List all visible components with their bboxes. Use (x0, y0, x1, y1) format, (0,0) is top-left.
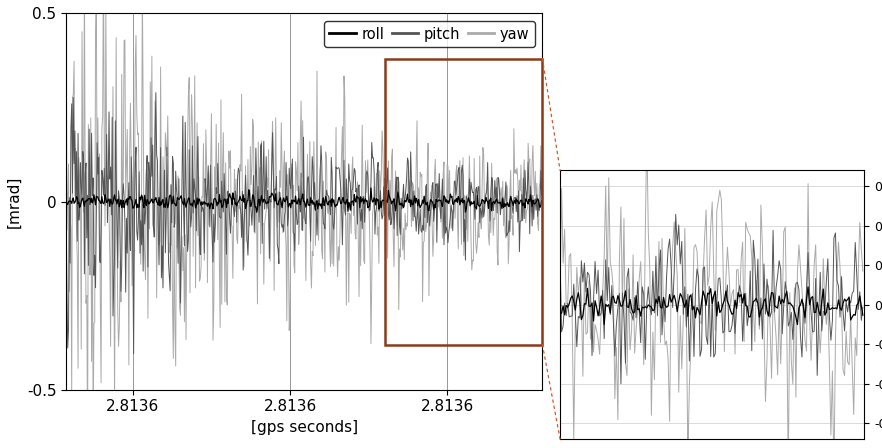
Legend: roll, pitch, yaw: roll, pitch, yaw (324, 21, 535, 47)
Bar (385, 59, 542, 345)
Y-axis label: [mrad]: [mrad] (6, 176, 21, 228)
X-axis label: [gps seconds]: [gps seconds] (250, 420, 358, 435)
